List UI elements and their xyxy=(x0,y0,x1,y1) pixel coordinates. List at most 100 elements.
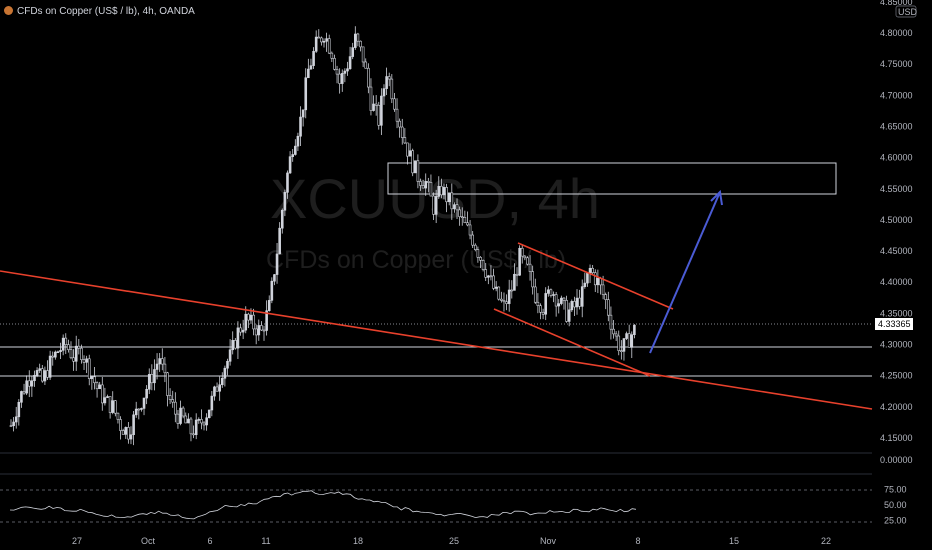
candle-down xyxy=(330,52,334,59)
candle-up xyxy=(424,181,428,189)
candle-down xyxy=(361,46,365,63)
candle-down xyxy=(364,61,368,69)
price-tick-label: 4.50000 xyxy=(880,215,913,225)
candle-up xyxy=(570,301,574,311)
candle-down xyxy=(137,408,141,411)
candle-up xyxy=(575,297,579,308)
candle-up xyxy=(85,358,88,363)
candle-up xyxy=(518,247,521,276)
candle-up xyxy=(309,65,313,70)
candle-down xyxy=(520,247,524,257)
candle-down xyxy=(473,244,477,250)
candle-up xyxy=(48,355,52,378)
price-tick-label: 4.30000 xyxy=(880,340,913,350)
candle-down xyxy=(536,301,540,306)
candle-down xyxy=(390,78,394,100)
candle-down xyxy=(200,419,203,424)
candle-up xyxy=(351,47,354,57)
candle-up xyxy=(586,273,589,284)
candle-down xyxy=(333,58,336,70)
candle-down xyxy=(614,333,618,337)
candle-down xyxy=(416,160,420,182)
candle-down xyxy=(411,150,414,174)
time-tick-label: 8 xyxy=(635,536,640,546)
candle-up xyxy=(413,160,417,174)
candle-down xyxy=(528,263,532,272)
time-tick-label: 27 xyxy=(72,536,82,546)
candle-down xyxy=(163,363,167,374)
price-tick-label: 4.65000 xyxy=(880,121,913,131)
candle-up xyxy=(622,338,626,352)
wedge-lower-line[interactable] xyxy=(493,308,651,377)
candle-down xyxy=(174,401,177,415)
candle-down xyxy=(171,399,175,403)
candle-down xyxy=(119,419,122,431)
volume-zero-label: 0.00000 xyxy=(880,455,913,465)
time-axis[interactable]: 27 Oct 6 11 18 25 Nov 8 15 22 xyxy=(72,536,831,546)
candle-down xyxy=(541,311,545,315)
candle-down xyxy=(80,347,83,360)
candle-up xyxy=(494,286,498,289)
candle-up xyxy=(304,77,308,111)
candle-down xyxy=(565,300,568,322)
price-axis[interactable]: 4.85000 4.80000 4.75000 4.70000 4.65000 4.600… xyxy=(880,0,913,443)
candle-down xyxy=(515,273,519,276)
candle-up xyxy=(507,289,511,304)
candle-up xyxy=(61,337,65,351)
candle-down xyxy=(100,384,104,404)
time-tick-label: 18 xyxy=(353,536,363,546)
candle-up xyxy=(408,150,412,157)
candle-up xyxy=(380,95,383,126)
candle-up xyxy=(241,329,245,333)
price-tick-label: 4.20000 xyxy=(880,402,913,412)
candle-down xyxy=(466,222,469,226)
candle-down xyxy=(484,269,488,278)
candle-up xyxy=(236,327,240,349)
candle-up xyxy=(30,380,34,387)
candle-down xyxy=(609,314,613,330)
candle-down xyxy=(215,386,219,392)
candle-down xyxy=(202,422,206,426)
candle-up xyxy=(158,358,161,365)
candle-up xyxy=(348,56,352,70)
candle-up xyxy=(194,419,198,435)
candle-down xyxy=(367,67,370,88)
candle-up xyxy=(132,414,135,436)
time-tick-label: 15 xyxy=(729,536,739,546)
candle-down xyxy=(335,69,339,75)
candle-down xyxy=(429,182,433,197)
candle-down xyxy=(254,328,258,336)
price-tick-label: 4.40000 xyxy=(880,277,913,287)
candle-down xyxy=(502,300,506,303)
candle-up xyxy=(155,363,159,370)
candle-up xyxy=(38,368,41,371)
candle-down xyxy=(121,430,125,435)
candle-up xyxy=(322,40,326,43)
wedge-upper-line[interactable] xyxy=(517,242,674,310)
resistance-zone[interactable] xyxy=(387,162,837,195)
rsi-tick-label: 50.00 xyxy=(884,500,907,510)
candle-up xyxy=(353,33,357,48)
candle-up xyxy=(218,384,221,392)
candle-up xyxy=(103,397,107,404)
candle-down xyxy=(356,33,360,42)
candle-up xyxy=(382,88,386,97)
candle-up xyxy=(633,324,636,336)
candle-down xyxy=(77,345,81,349)
candle-down xyxy=(531,271,534,288)
candle-up xyxy=(343,70,347,74)
long-trendline[interactable] xyxy=(0,270,873,410)
price-tick-label: 4.60000 xyxy=(880,153,913,163)
candle-down xyxy=(500,298,503,301)
candle-down xyxy=(359,40,362,48)
candle-up xyxy=(20,391,23,403)
candle-up xyxy=(557,303,561,307)
candle-down xyxy=(234,340,237,349)
candle-down xyxy=(526,257,529,265)
candle-up xyxy=(372,103,375,111)
projection-arrow[interactable] xyxy=(649,191,721,354)
candle-up xyxy=(111,400,115,413)
candle-up xyxy=(134,408,138,416)
candle-up xyxy=(325,38,328,42)
